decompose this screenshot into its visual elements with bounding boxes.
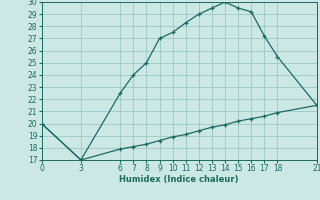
- X-axis label: Humidex (Indice chaleur): Humidex (Indice chaleur): [119, 175, 239, 184]
